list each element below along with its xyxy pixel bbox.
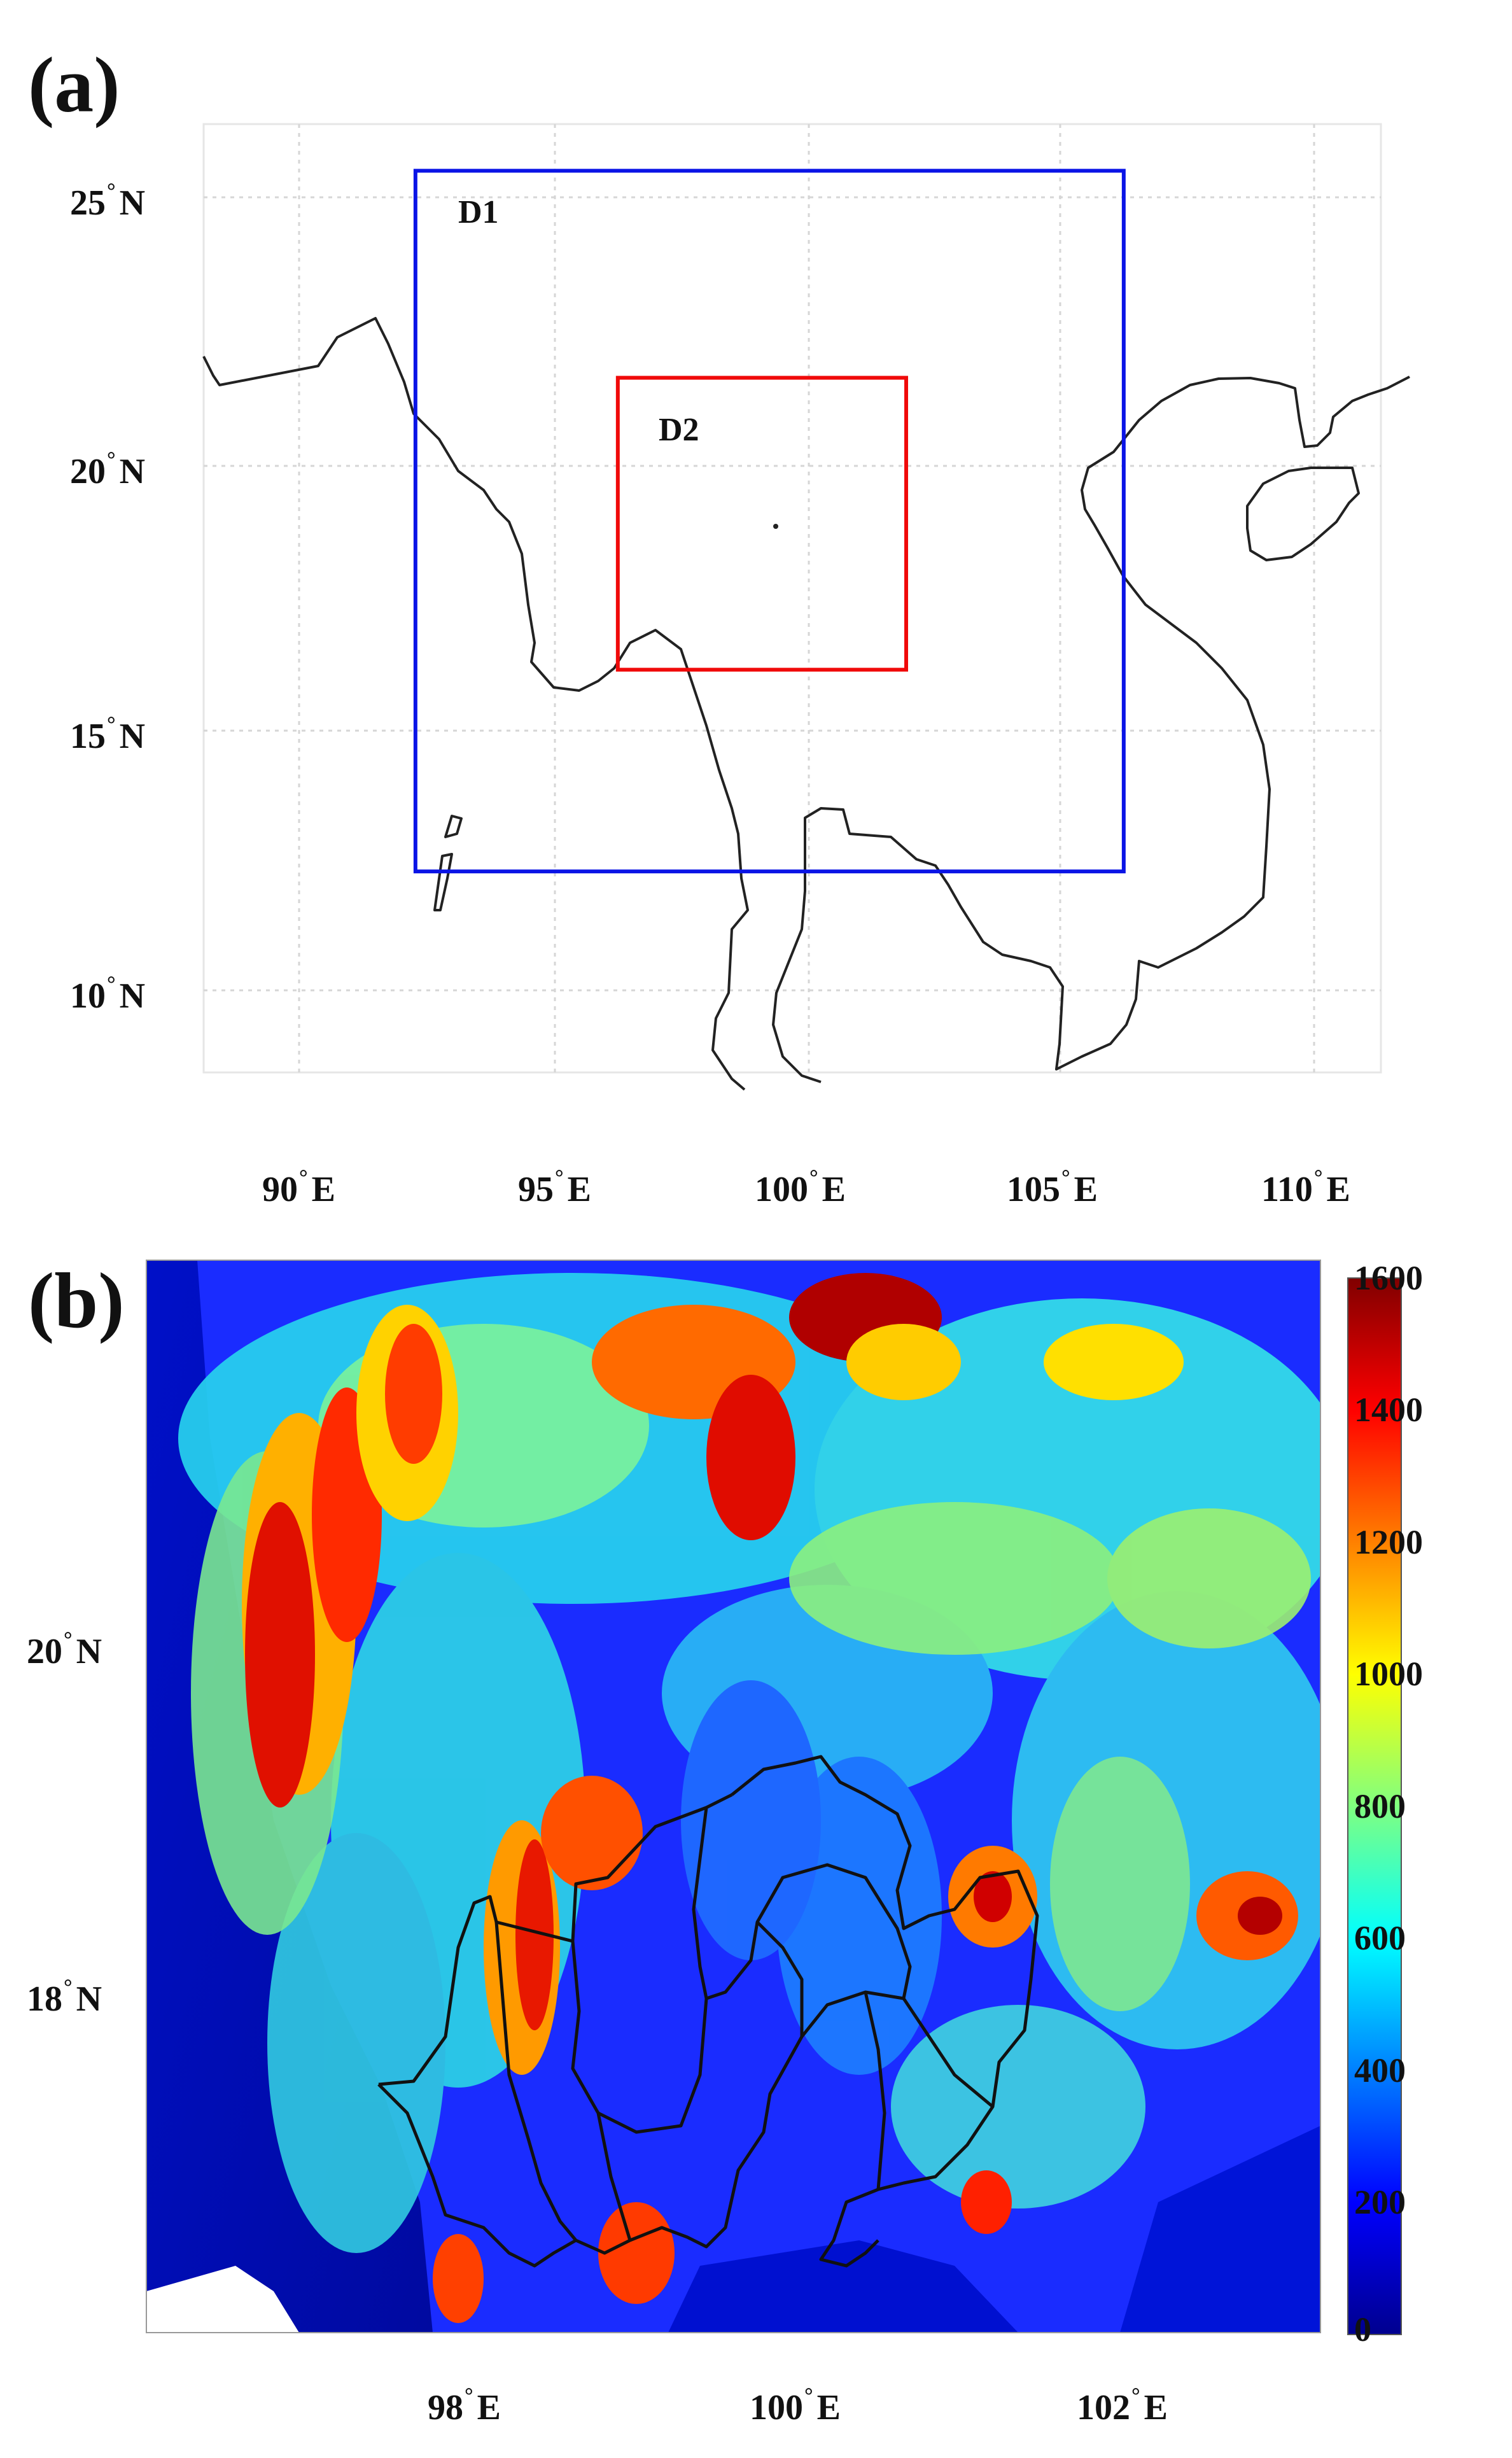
domain-d1-label: D1 [458,194,499,230]
boundary-inner-3 [692,1807,708,1999]
domain-map-panel: (a) D1 D2 25° N 20 [28,41,1410,1209]
coastlines [202,317,1410,1091]
panel-a-letter: (a) [28,41,120,129]
topography-frame [146,1260,1321,2333]
coastline-hainan [1246,467,1360,561]
coastline-andaman-south [433,853,453,911]
high-elevation [242,1273,1298,2323]
eastern-lowland [1120,2126,1320,2333]
elevation-raster [146,1260,1320,2333]
lon-tick-98e: 98° E [428,2384,501,2427]
colorbar-tick: 1200 [1354,1523,1423,1561]
colorbar [1348,1278,1401,2335]
lat-tick-10n: 10° N [70,973,146,1016]
lon-tick-105e: 105° E [1007,1166,1098,1209]
colorbar-tick: 600 [1354,1919,1406,1957]
lon-tick-100e: 100° E [755,1166,846,1209]
coastline-bengal-myanmar [202,317,749,1091]
lat-tick-18n: 18° N [27,1976,102,2019]
boundary-east [731,1755,1039,2268]
lat-tick-20n: 20° N [27,1628,102,1671]
boundary-inner-6 [902,1997,994,2108]
domain-map [202,123,1410,1091]
domain-d2-label: D2 [659,412,699,448]
topography-map [146,1260,1402,2335]
lon-tick-110e: 110° E [1261,1166,1350,1209]
domain-d2-box [615,376,908,672]
lon-tick-100e: 100° E [750,2384,841,2427]
colorbar-tick: 200 [1354,2183,1406,2221]
boundary-inner-4 [756,1921,804,2037]
no-data-area [146,2266,299,2333]
lat-tick-25n: 25° N [70,179,146,223]
lat-tick-20n: 20° N [70,448,146,491]
coastline-gulf-thailand [772,376,1410,1083]
graticule [204,124,1381,1072]
boundary-central [377,1863,912,2268]
topography-panel: (b) [0,1247,1512,2458]
domain-d1-box [413,169,1126,874]
colorbar-tick: 800 [1354,1787,1406,1825]
boundary-inner-5 [864,1991,886,2190]
lon-tick-90e: 90° E [262,1166,335,1209]
colorbar-tick: 0 [1354,2310,1371,2349]
colorbar-tick: 1000 [1354,1655,1423,1693]
lat-tick-15n: 15° N [70,713,146,756]
colorbar-frame [1347,1277,1402,2335]
site-marker [773,524,778,529]
boundary-inner-2 [571,1941,632,2241]
colorbar-tick: 1400 [1354,1391,1423,1429]
colorbar-tick: 1600 [1354,1259,1423,1297]
map-frame [202,123,1382,1074]
boundary-inner-1 [494,1921,577,2242]
lon-tick-95e: 95° E [518,1166,591,1209]
lon-tick-102e: 102° E [1077,2384,1168,2427]
coastline-andaman-north [444,815,463,838]
colorbar-tick: 400 [1354,2051,1406,2089]
central-plain [668,2240,1018,2333]
province-boundaries [377,1755,1039,2268]
panel-b-letter: (b) [28,1257,125,1344]
